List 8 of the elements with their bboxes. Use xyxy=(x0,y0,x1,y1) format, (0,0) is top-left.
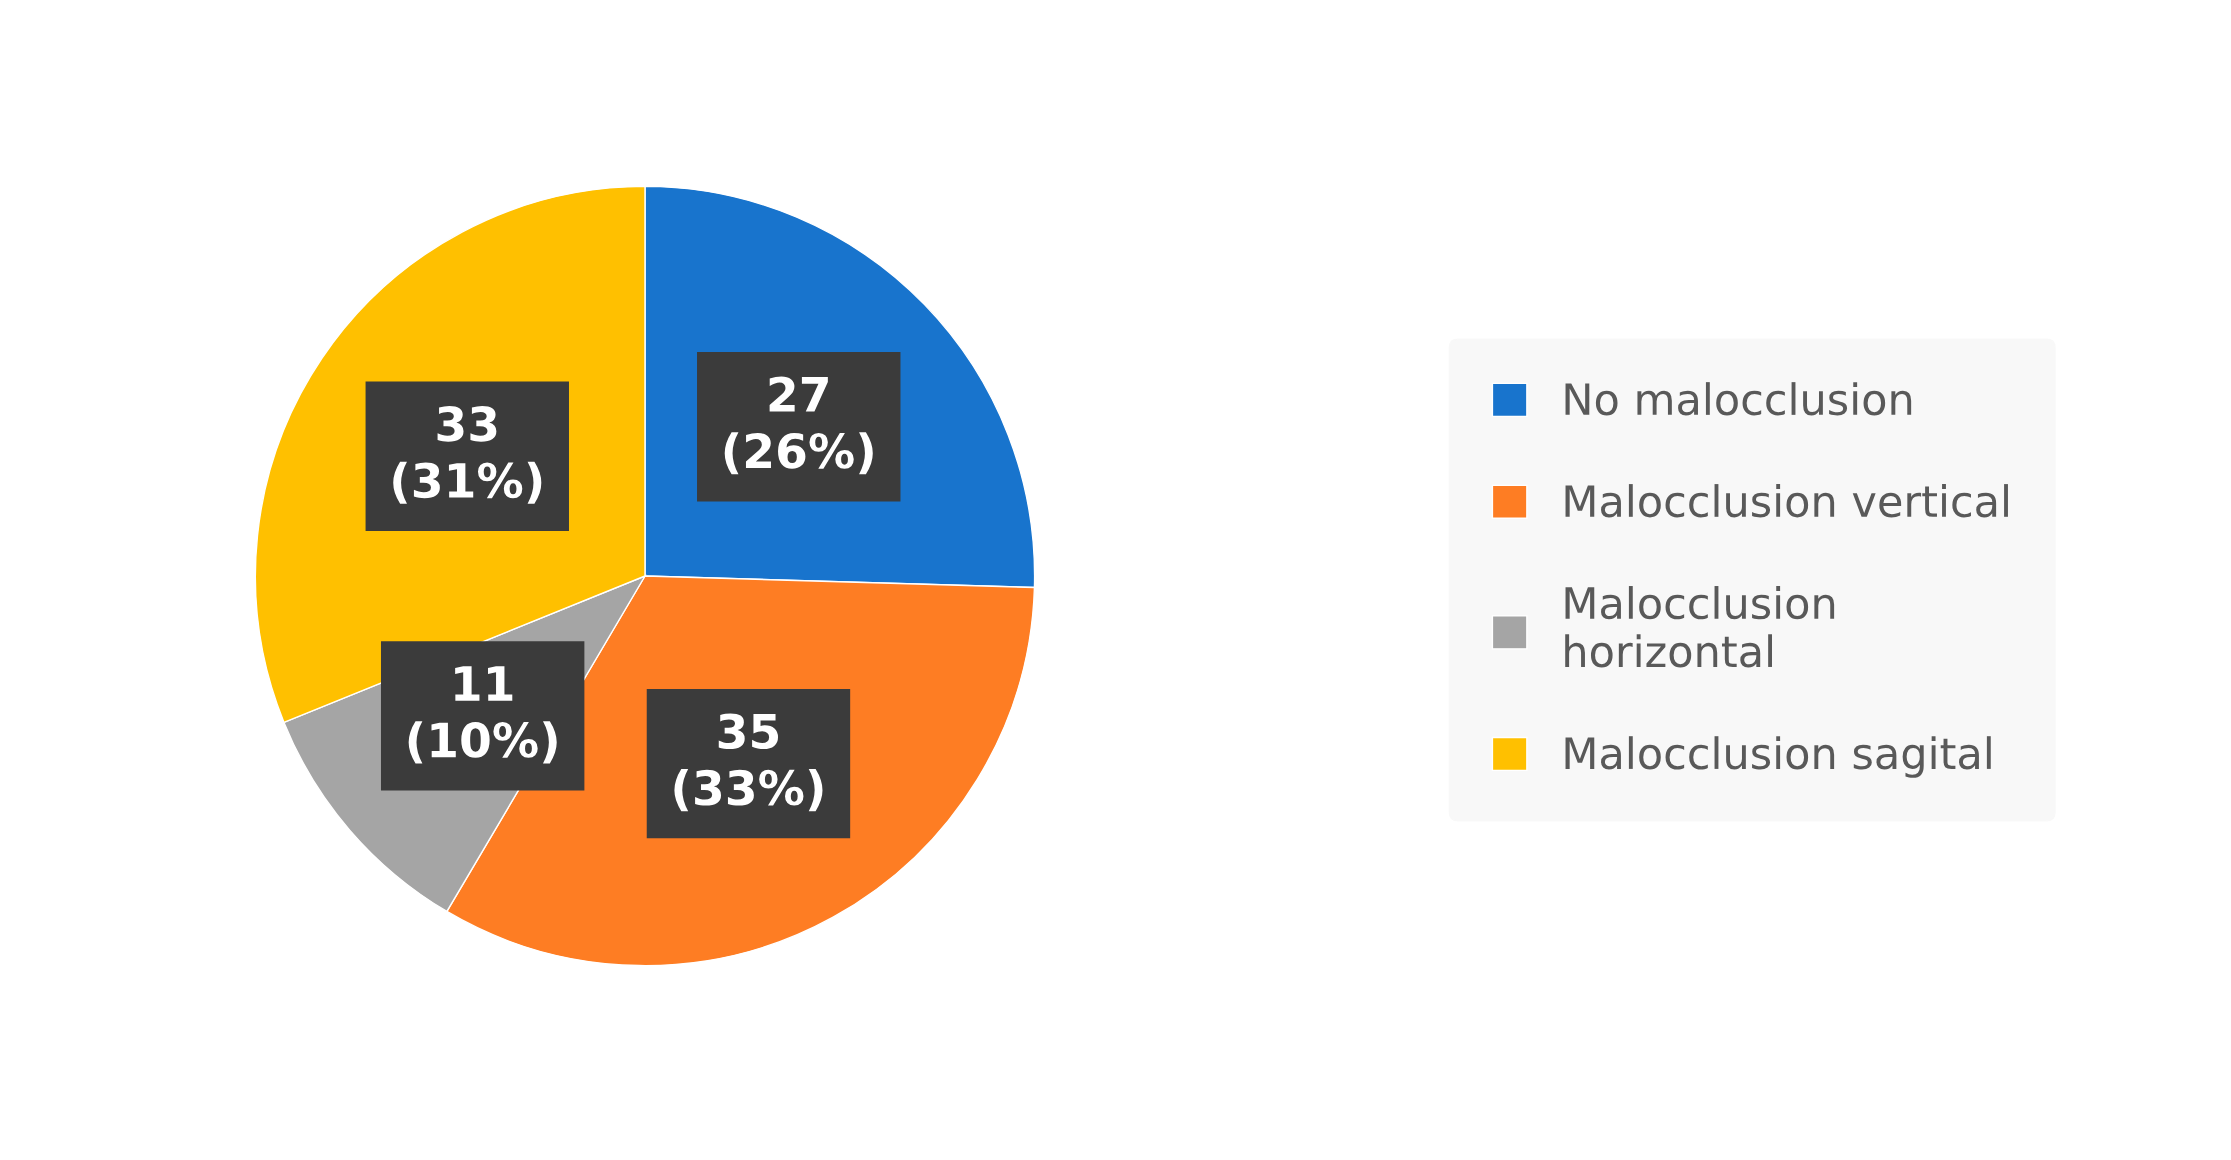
data-label: 35 (33%) xyxy=(674,713,823,812)
data-label: 11 (10%) xyxy=(408,666,557,764)
legend-label: Malocclusion sagital xyxy=(1565,736,1991,778)
data-label: 33 (31%) xyxy=(393,406,542,504)
legend-label: Malocclusion horizontal xyxy=(1565,586,1835,668)
data-label: 27 (26%) xyxy=(724,376,873,475)
legend-label: No malocclusion xyxy=(1565,382,1912,416)
legend-label: Malocclusion vertical xyxy=(1565,484,2008,518)
